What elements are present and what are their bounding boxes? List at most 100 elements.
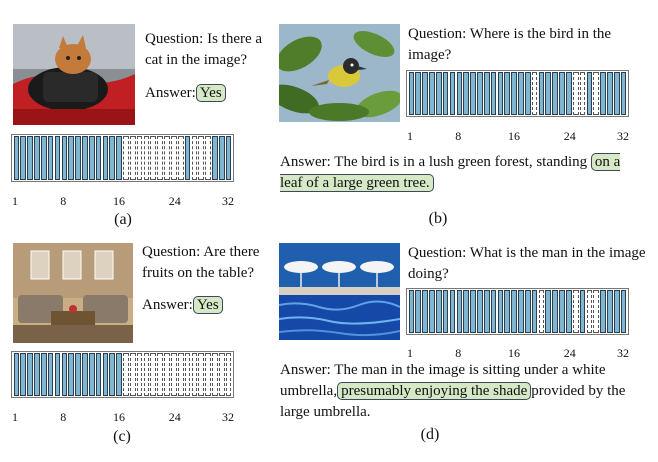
attention-bars (406, 288, 629, 335)
attention-bar (198, 353, 205, 396)
attention-bar (157, 136, 163, 180)
room-photo (13, 243, 133, 343)
attention-bar (620, 72, 627, 115)
attention-bar (442, 72, 449, 115)
tick-label: 32 (222, 194, 234, 208)
attention-bar (620, 290, 627, 333)
attention-bar (552, 72, 558, 115)
attention-bar (225, 353, 232, 396)
attention-bar (552, 290, 558, 333)
attention-bar (613, 290, 620, 333)
tick-labels: 1 8 16 24 32 (406, 129, 629, 145)
tick-label: 32 (617, 346, 629, 360)
attention-bar (497, 290, 504, 333)
attention-bar (490, 72, 497, 115)
caption-a: (a) (114, 211, 132, 228)
attention-bar (212, 136, 218, 180)
tick-label: 8 (455, 346, 462, 360)
attention-bar (150, 353, 157, 396)
attention-bar (177, 353, 184, 396)
attention-bar (82, 136, 88, 180)
caption-d: (d) (420, 426, 440, 443)
attention-bar (123, 353, 129, 396)
tick-label: 24 (168, 194, 181, 208)
attention-bar (116, 353, 122, 396)
attention-bar (442, 290, 449, 333)
answer-line: Answer: Yes (142, 295, 223, 316)
answer-text: Answer: The bird is in a lush green fore… (280, 152, 640, 194)
attention-bar (422, 290, 428, 333)
attention-bar (129, 353, 136, 396)
attention-bar (177, 136, 184, 180)
tick-labels: 1 8 16 24 32 (11, 194, 234, 210)
attention-bar (511, 290, 517, 333)
attention-bar (88, 353, 95, 396)
attention-bar (54, 353, 61, 396)
attention-bar (205, 136, 211, 180)
attention-bar (218, 136, 225, 180)
attention-bar (102, 136, 109, 180)
attention-bar (477, 72, 483, 115)
attention-bar (61, 136, 68, 180)
attention-bar (198, 136, 205, 180)
attention-bar (157, 353, 163, 396)
attention-bars (406, 70, 629, 117)
attention-bar (225, 136, 232, 180)
attention-bar (435, 290, 442, 333)
tick-label: 32 (617, 129, 629, 143)
attention-bar (559, 290, 565, 333)
attention-bar (511, 72, 517, 115)
attention-bar (518, 290, 524, 333)
attention-bar (559, 72, 565, 115)
attention-bar (415, 290, 422, 333)
attention-bar (463, 290, 469, 333)
attention-bar (68, 136, 74, 180)
pool-photo (279, 243, 400, 340)
attention-bar (415, 72, 422, 115)
attention-bar (600, 72, 606, 115)
tick-labels: 1 8 16 24 32 (406, 346, 629, 362)
attention-bar (504, 290, 511, 333)
attention-bar (531, 290, 538, 333)
attention-bar (600, 290, 606, 333)
tick-labels: 1 8 16 24 32 (11, 410, 234, 426)
attention-bar (531, 72, 538, 115)
question-text: Question: Where is the bird in the image… (408, 26, 612, 63)
attention-bar (504, 72, 511, 115)
attention-bars (11, 351, 234, 398)
tick-label: 8 (60, 194, 67, 208)
caption-b: (b) (428, 210, 448, 227)
attention-bar (212, 353, 218, 396)
tick-label: 1 (12, 194, 18, 208)
attention-bar (586, 290, 593, 333)
tick-label: 24 (563, 129, 576, 143)
attention-bar (34, 353, 40, 396)
tick-label: 16 (508, 346, 521, 360)
attention-bar (538, 290, 545, 333)
attention-bar (164, 136, 170, 180)
attention-bar (408, 72, 415, 115)
attention-bar (109, 136, 116, 180)
attention-bar (422, 72, 428, 115)
attention-bar (95, 353, 102, 396)
answer-line: Answer: Yes (145, 83, 226, 104)
cat-photo (13, 24, 135, 125)
attention-bar (13, 136, 20, 180)
bird-photo (279, 24, 400, 122)
caption-c: (c) (113, 428, 131, 445)
attention-bar (490, 290, 497, 333)
attention-bar (184, 136, 191, 180)
question-text: Question: Is there a cat in the image? (145, 31, 263, 68)
attention-bar (607, 72, 613, 115)
attention-bar (218, 353, 225, 396)
attention-bar (545, 72, 552, 115)
attention-bar (579, 290, 586, 333)
attention-bar (82, 353, 88, 396)
attention-bar (102, 353, 109, 396)
attention-bar (524, 72, 531, 115)
attention-bar (429, 290, 435, 333)
answer-highlight: Yes (195, 84, 226, 102)
attention-bar (205, 353, 211, 396)
attention-bar (95, 136, 102, 180)
attention-bar (483, 72, 490, 115)
